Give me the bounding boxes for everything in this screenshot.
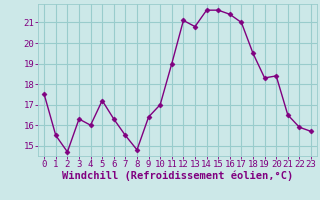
X-axis label: Windchill (Refroidissement éolien,°C): Windchill (Refroidissement éolien,°C): [62, 171, 293, 181]
